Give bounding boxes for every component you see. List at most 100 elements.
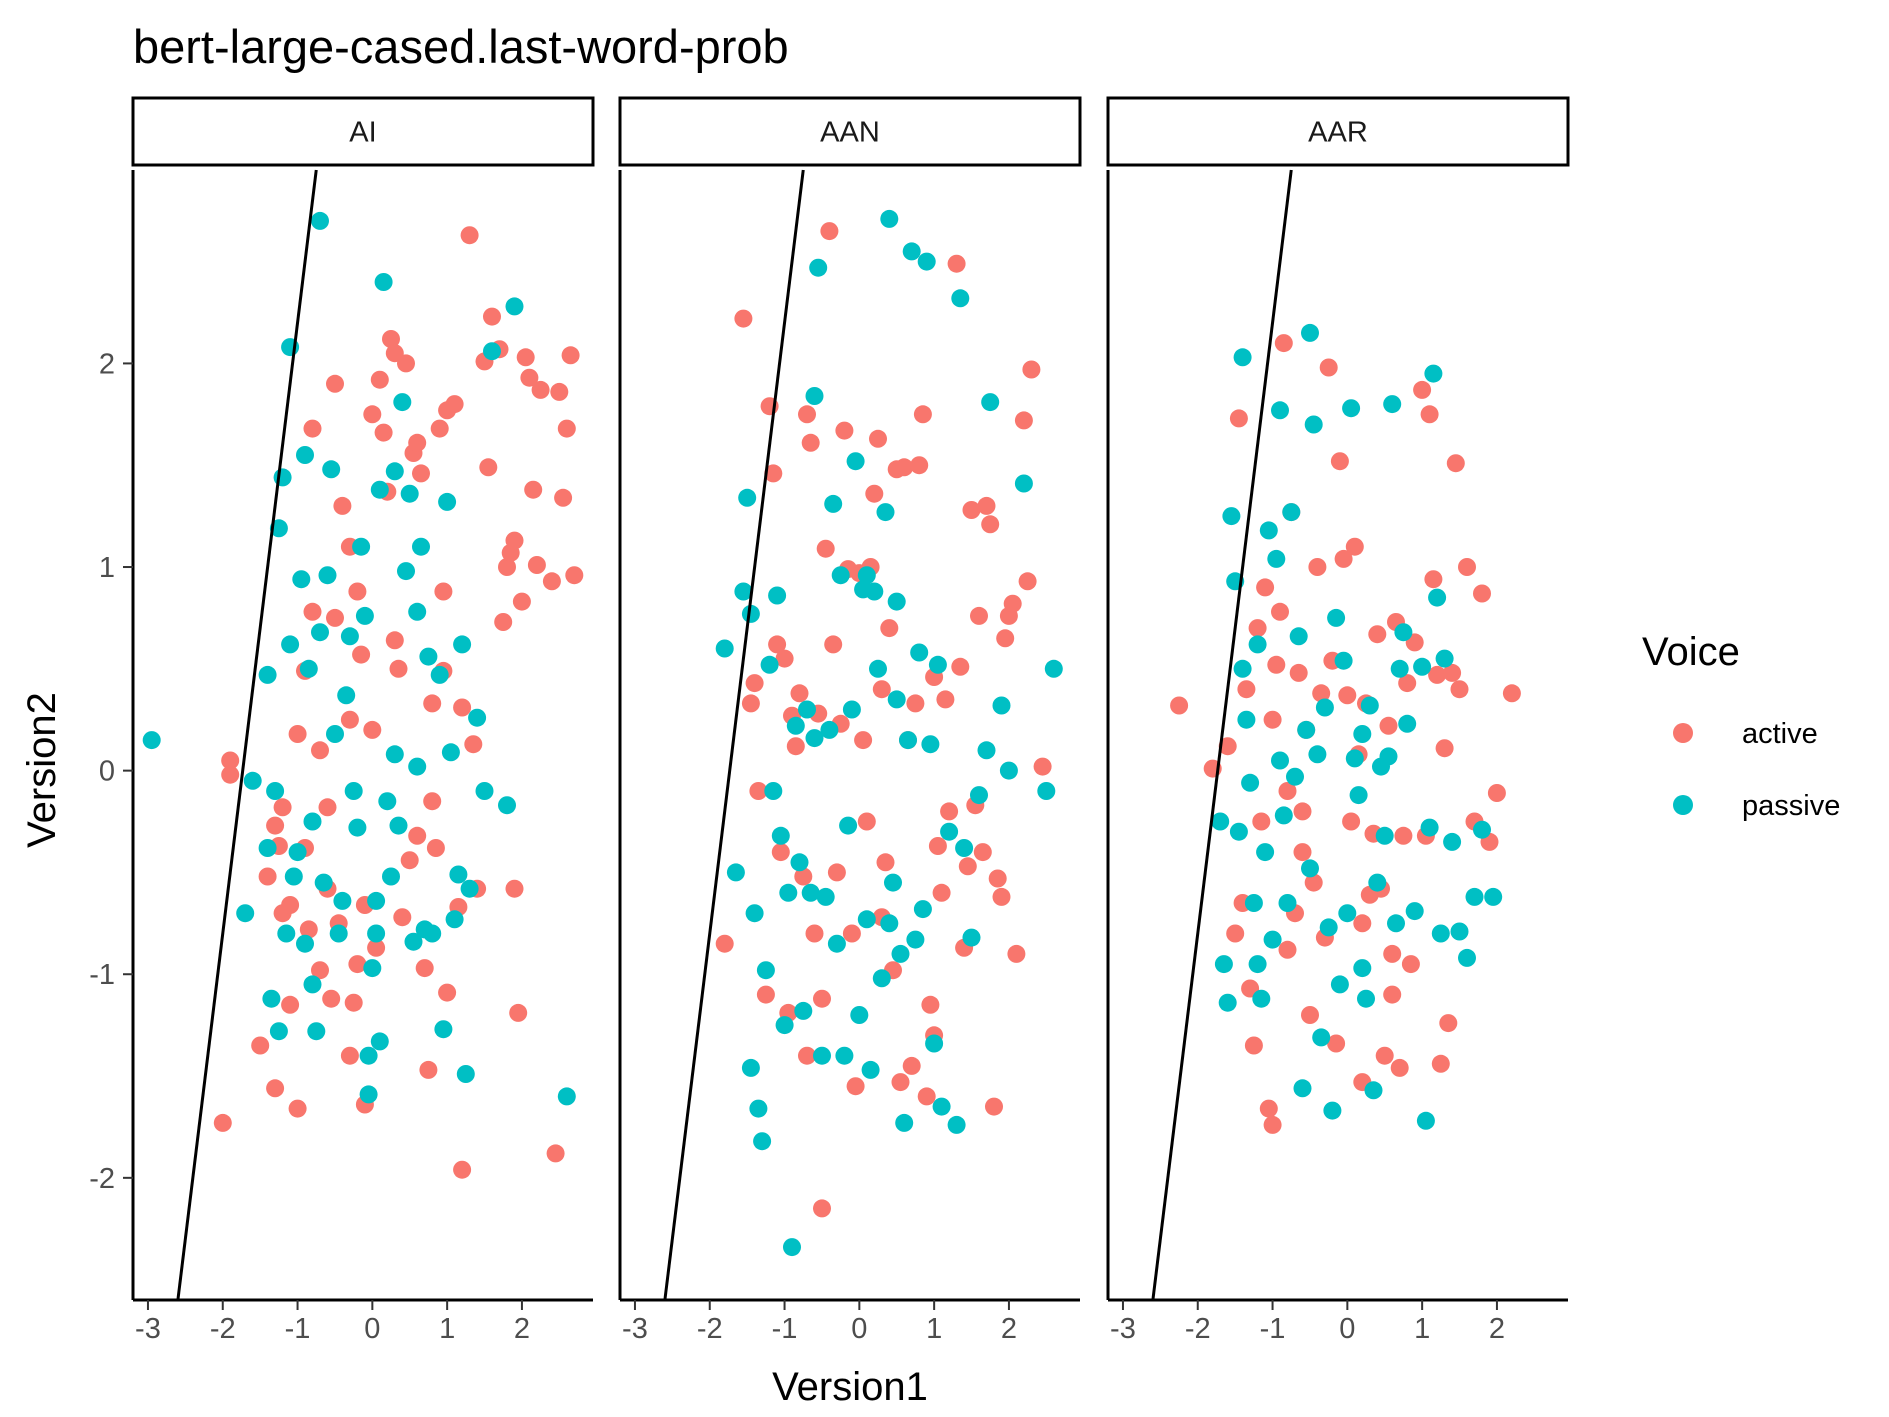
facet-strip-label: AAN <box>820 117 880 149</box>
chart-title: bert-large-cased.last-word-prob <box>133 20 789 73</box>
data-point-passive <box>296 446 314 464</box>
data-point-passive <box>483 342 501 361</box>
data-point-active <box>1446 454 1465 473</box>
data-point-active <box>326 608 344 627</box>
data-point-active <box>333 496 352 515</box>
data-point-passive <box>1327 608 1346 627</box>
data-point-passive <box>861 1060 880 1079</box>
data-point-active <box>531 380 550 399</box>
data-point-active <box>288 1099 307 1118</box>
data-point-active <box>412 464 430 483</box>
y-tick-label: 2 <box>99 348 115 380</box>
data-point-passive <box>771 826 790 845</box>
data-point-passive <box>1424 364 1443 383</box>
data-point-active <box>798 1046 816 1065</box>
data-point-passive <box>1360 696 1379 715</box>
data-point-active <box>932 883 951 902</box>
data-point-active <box>370 370 389 389</box>
data-point-passive <box>359 1085 378 1104</box>
data-point-active <box>917 1087 936 1106</box>
data-point-active <box>415 959 434 978</box>
data-point-active <box>1458 558 1476 576</box>
reference-line <box>1151 169 1293 1301</box>
data-point-passive <box>318 566 337 585</box>
data-point-passive <box>1274 806 1293 825</box>
data-point-active <box>1278 940 1297 959</box>
data-point-passive <box>378 792 397 811</box>
data-point-passive <box>816 887 835 906</box>
series-passive <box>1211 323 1503 1130</box>
data-point-passive <box>333 891 352 910</box>
x-tick-label: -3 <box>1110 1313 1136 1345</box>
data-point-passive <box>1450 922 1469 941</box>
data-point-passive <box>1379 747 1398 766</box>
data-point-active <box>985 1097 1003 1116</box>
data-point-passive <box>1420 818 1439 837</box>
data-point-active <box>311 961 329 980</box>
data-point-active <box>1443 663 1462 682</box>
data-point-passive <box>284 867 303 886</box>
data-point-active <box>1473 584 1491 603</box>
data-point-active <box>827 863 846 882</box>
data-point-passive <box>925 1034 944 1053</box>
data-point-passive <box>827 934 846 953</box>
data-point-active <box>824 635 843 654</box>
x-tick-label: 2 <box>514 1313 530 1345</box>
data-point-passive <box>1435 649 1454 668</box>
data-point-active <box>1244 1036 1263 1055</box>
data-point-active <box>962 501 981 519</box>
data-point-active <box>977 496 996 515</box>
data-point-passive <box>430 665 449 684</box>
data-point-active <box>527 556 546 574</box>
data-point-passive <box>363 959 382 978</box>
data-point-active <box>1293 802 1312 821</box>
series-passive <box>715 209 1063 1257</box>
data-point-active <box>1413 380 1432 399</box>
data-point-active <box>438 983 457 1002</box>
data-point-passive <box>367 924 386 943</box>
data-point-passive <box>992 696 1011 715</box>
data-point-passive <box>311 211 329 230</box>
data-point-active <box>1398 674 1417 693</box>
data-point-active <box>816 539 835 558</box>
data-point-passive <box>1282 503 1301 522</box>
data-point-active <box>1394 826 1413 845</box>
data-point-active <box>322 989 341 1008</box>
data-point-passive <box>947 1115 966 1134</box>
data-point-passive <box>1304 415 1323 434</box>
data-point-active <box>363 405 382 424</box>
data-point-active <box>1401 955 1420 974</box>
data-point-passive <box>340 627 359 646</box>
facet-panel-ai: AI -3 -2 -1 0 1 2 -2 -1 0 1 2 <box>89 96 595 1345</box>
data-point-passive <box>921 735 940 754</box>
data-point-active <box>258 867 277 886</box>
data-point-passive <box>475 782 494 800</box>
data-point-active <box>348 582 367 601</box>
data-point-active <box>1383 944 1402 963</box>
data-point-active <box>213 1113 232 1132</box>
data-point-passive <box>243 771 262 790</box>
data-point-active <box>1338 686 1357 705</box>
data-point-passive <box>385 462 404 481</box>
data-point-passive <box>273 468 292 487</box>
data-point-active <box>281 995 300 1014</box>
data-point-active <box>1014 411 1033 430</box>
data-point-passive <box>1458 948 1476 967</box>
legend-label: passive <box>1742 790 1840 822</box>
facet-strip <box>131 96 595 167</box>
data-point-active <box>1424 570 1443 589</box>
data-point-passive <box>1319 918 1338 937</box>
data-point-passive <box>1443 832 1462 851</box>
data-point-active <box>895 458 914 477</box>
data-point-passive <box>876 503 895 522</box>
data-point-passive <box>1233 659 1252 678</box>
data-point-active <box>273 798 292 817</box>
data-point-active <box>857 812 876 831</box>
data-point-passive <box>1484 887 1503 906</box>
data-point-passive <box>940 822 959 841</box>
data-point-passive <box>367 891 386 910</box>
data-point-passive <box>281 635 300 654</box>
data-point-active <box>1502 684 1521 703</box>
data-point-passive <box>779 883 798 902</box>
